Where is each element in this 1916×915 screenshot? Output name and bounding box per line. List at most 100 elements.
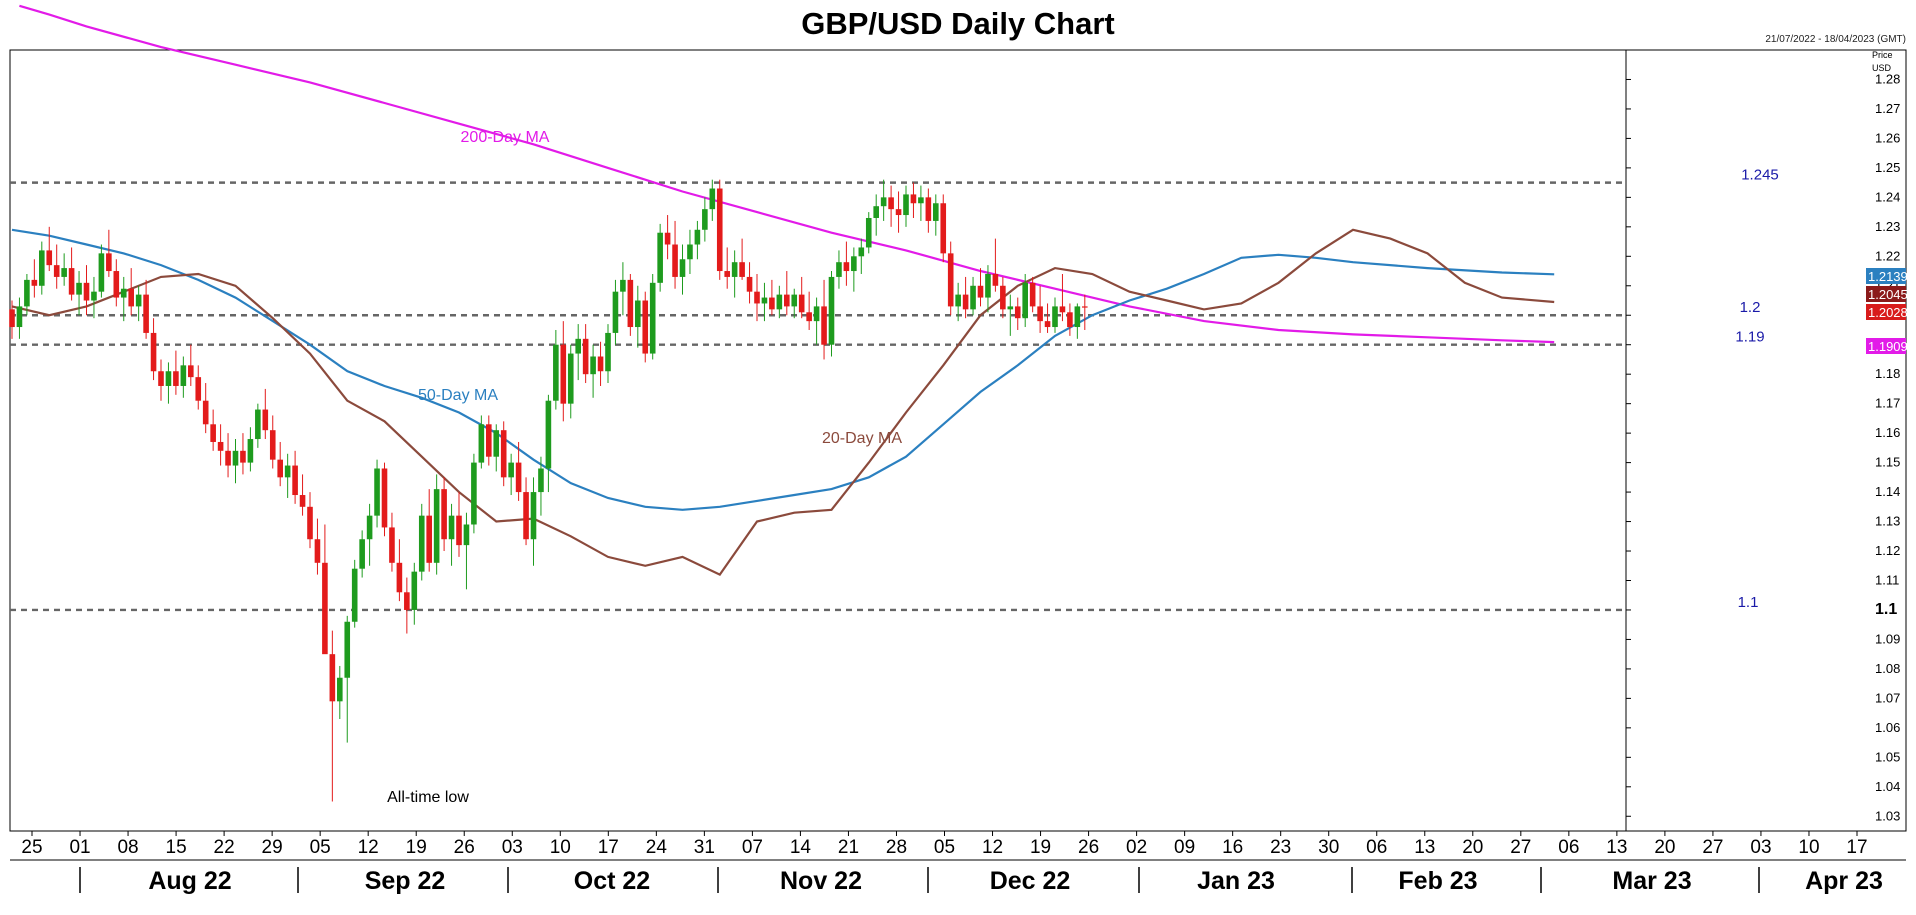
candle-body	[597, 356, 604, 372]
candle-body	[515, 462, 522, 493]
annotation-50-day-ma: 50-Day MA	[418, 387, 498, 404]
candle-body	[307, 506, 313, 540]
candle-body	[687, 244, 693, 260]
candle-body	[575, 338, 581, 354]
candle-body	[366, 515, 373, 540]
x-day-label: 05	[310, 837, 331, 858]
candle-body	[158, 371, 164, 386]
y-tick-label: 1.26	[1875, 130, 1900, 145]
price-axis-currency: USD	[1872, 63, 1892, 73]
price-tag-label: 1.2028	[1868, 305, 1908, 320]
x-day-label: 02	[1126, 837, 1147, 858]
candle-body	[813, 306, 820, 322]
candle-body	[418, 515, 425, 572]
candle-body	[471, 462, 477, 525]
y-tick-label: 1.28	[1875, 71, 1900, 86]
y-tick-label: 1.13	[1875, 514, 1900, 529]
x-day-label: 16	[1222, 837, 1243, 858]
x-month-label: Mar 23	[1612, 867, 1691, 895]
candle-body	[776, 294, 783, 310]
candle-body	[612, 291, 619, 333]
series-20-day-ma	[11, 228, 1555, 576]
candle-body	[46, 250, 53, 266]
candle-body	[255, 409, 261, 440]
candle-body	[217, 441, 224, 451]
y-tick-label: 1.03	[1875, 808, 1900, 823]
x-day-label: 01	[69, 837, 90, 858]
candle-body	[329, 654, 336, 702]
candle-body	[724, 271, 730, 277]
candle-body	[970, 285, 976, 310]
y-tick-label: 1.05	[1875, 749, 1900, 764]
y-tick-label: 1.17	[1875, 396, 1900, 411]
candle-body	[1014, 306, 1021, 319]
x-month-label: Feb 23	[1398, 867, 1477, 895]
x-month-label: Dec 22	[990, 867, 1071, 895]
y-tick-label: 1.16	[1875, 425, 1900, 440]
level-label-1.19: 1.19	[1735, 329, 1764, 346]
x-day-label: 20	[1462, 837, 1483, 858]
candle-body	[31, 279, 38, 286]
x-day-label: 25	[21, 837, 42, 858]
candle-body	[798, 294, 805, 313]
x-day-label: 03	[502, 837, 523, 858]
candle-body	[553, 344, 559, 401]
x-day-label: 05	[934, 837, 955, 858]
candle-body	[456, 515, 462, 546]
candle-body	[262, 409, 269, 431]
candle-body	[933, 203, 939, 221]
y-tick-label: 1.08	[1875, 661, 1900, 676]
series-200-day-ma	[19, 4, 1555, 344]
candle-body	[493, 430, 500, 457]
y-tick-label: 1.22	[1875, 248, 1900, 263]
price-axis-title: Price	[1872, 50, 1893, 60]
candle-body	[426, 515, 432, 563]
candle-body	[337, 677, 343, 702]
y-tick-label: 1.27	[1875, 101, 1900, 116]
candle-body	[195, 377, 202, 401]
x-day-label: 26	[454, 837, 475, 858]
candle-body	[1044, 321, 1051, 328]
candle-body	[173, 371, 179, 386]
x-month-label: Apr 23	[1805, 867, 1883, 895]
y-tick-label: 1.07	[1875, 690, 1900, 705]
x-month-label: Oct 22	[574, 867, 650, 895]
candle-body	[709, 188, 716, 210]
x-month-label: Aug 22	[148, 867, 231, 895]
candle-body	[761, 297, 768, 304]
candle-body	[128, 288, 134, 307]
x-day-label: 10	[1798, 837, 1819, 858]
candle-body	[463, 524, 470, 546]
candle-body	[567, 353, 574, 404]
candle-body	[694, 229, 701, 245]
candle-body	[68, 268, 75, 295]
candle-body	[1074, 306, 1081, 328]
level-label-1.2: 1.2	[1740, 299, 1761, 316]
y-tick-label: 1.11	[1875, 572, 1899, 587]
candle-body	[1059, 306, 1066, 313]
candle-body	[202, 400, 209, 425]
x-day-label: 19	[1030, 837, 1051, 858]
candle-body	[918, 197, 924, 204]
candle-body	[836, 262, 842, 277]
candle-body	[806, 312, 812, 322]
candle-body	[225, 450, 231, 466]
x-day-label: 12	[982, 837, 1003, 858]
candle-body	[344, 621, 351, 678]
annotation-200-day-ma: 200-Day MA	[461, 129, 550, 146]
y-tick-label: 1.04	[1875, 779, 1900, 794]
annotation-20-day-ma: 20-Day MA	[822, 430, 902, 447]
x-day-label: 13	[1606, 837, 1627, 858]
candle-body	[389, 527, 395, 563]
y-tick-label: 1.24	[1875, 189, 1900, 204]
candle-body	[500, 430, 507, 478]
candle-body	[404, 592, 410, 610]
candle-body	[76, 282, 82, 295]
candle-body	[448, 515, 455, 540]
y-tick-label: 1.06	[1875, 720, 1900, 735]
chart-title: GBP/USD Daily Chart	[801, 6, 1115, 41]
candle-body	[731, 262, 738, 277]
candle-body	[858, 247, 865, 257]
candle-body	[113, 271, 120, 298]
